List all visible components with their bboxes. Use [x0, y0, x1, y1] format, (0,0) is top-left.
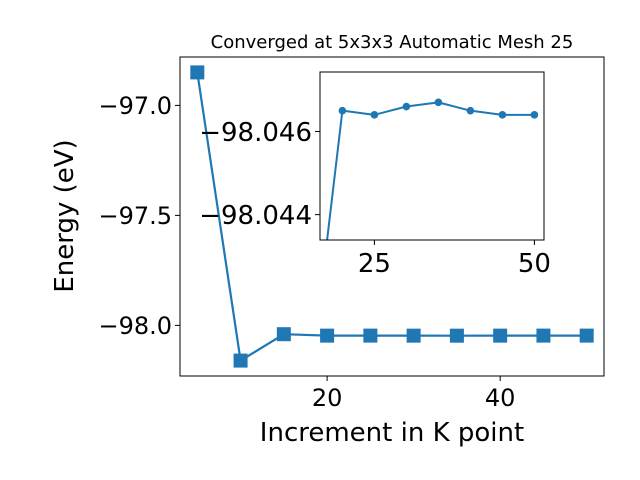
- main-data-point: [320, 328, 335, 343]
- inset-axes-frame: [319, 71, 545, 241]
- main-y-tick-label: −97.5: [98, 202, 172, 230]
- inset-background: [320, 72, 544, 240]
- inset-data-point: [338, 106, 347, 115]
- inset-x-tick-label: 25: [358, 249, 391, 279]
- inset-data-point: [434, 98, 443, 107]
- inset-data-point: [530, 111, 539, 119]
- main-data-point: [233, 353, 248, 368]
- inset-data-point: [370, 111, 379, 119]
- chart-title: Converged at 5x3x3 Automatic Mesh 25: [211, 32, 574, 53]
- inset-data-point: [498, 111, 507, 119]
- main-data-point: [363, 328, 378, 343]
- inset-y-tick-label: −98.044: [199, 201, 312, 231]
- x-axis-label: Increment in K point: [260, 418, 524, 448]
- main-data-point: [406, 328, 421, 343]
- main-data-point: [276, 327, 291, 342]
- main-y-tick-label: −98.0: [98, 312, 172, 340]
- main-data-point: [536, 328, 551, 343]
- inset-plot: 25 50 −98.046 −98.044: [199, 71, 551, 279]
- main-data-point: [493, 328, 508, 343]
- inset-data-point: [402, 102, 411, 111]
- y-axis-label: Energy (eV): [50, 139, 80, 292]
- inset-series-line: [326, 101, 535, 240]
- main-data-point: [579, 328, 594, 343]
- main-series-line: [196, 72, 587, 362]
- main-axes-frame: [179, 56, 605, 377]
- main-x-tick-label: 40: [485, 384, 516, 412]
- main-data-point: [449, 328, 464, 343]
- inset-x-tick-label: 50: [518, 249, 551, 279]
- main-y-tick-label: −97.0: [98, 92, 172, 120]
- main-x-tick-label: 20: [312, 384, 343, 412]
- main-plot: 20 40 −98.0 −97.5 −97.0: [98, 56, 605, 412]
- inset-y-tick-label: −98.046: [199, 118, 312, 148]
- main-data-point: [190, 65, 205, 80]
- inset-data-point: [466, 106, 475, 115]
